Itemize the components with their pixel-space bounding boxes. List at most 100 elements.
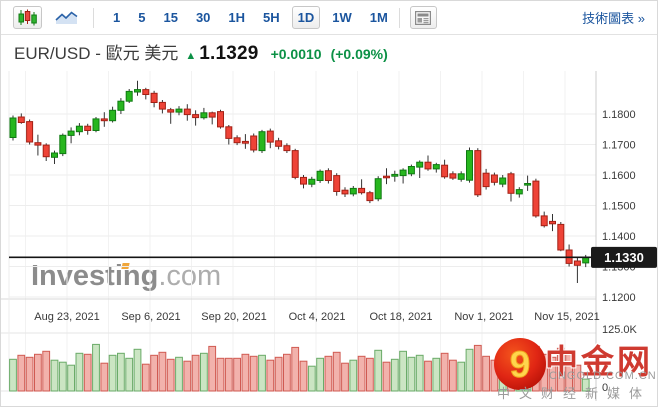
volume-bar	[158, 351, 167, 392]
candle-body	[92, 118, 100, 132]
technical-chart-link[interactable]: 技術圖表 »	[582, 11, 645, 26]
candle-body	[573, 260, 581, 266]
candle-body	[150, 92, 158, 103]
candle-body	[399, 169, 407, 177]
date-axis-label: Sep 20, 2021	[201, 311, 266, 323]
volume-bar	[424, 360, 432, 392]
candle-body	[84, 125, 92, 132]
volume-bar	[573, 364, 582, 392]
volume-bar	[399, 350, 408, 392]
volume-bars-layer	[9, 343, 590, 392]
candle-body	[333, 175, 341, 192]
volume-bar	[108, 354, 117, 392]
volume-bar	[540, 353, 549, 392]
volume-bar	[366, 357, 374, 392]
price-axis-label: 1.1600	[602, 170, 636, 182]
candle-body	[466, 150, 473, 181]
candle-body	[441, 164, 449, 178]
volume-bar	[532, 345, 540, 392]
date-axis-label: Sep 6, 2021	[121, 311, 180, 323]
candle-body	[283, 145, 291, 152]
candle-body	[59, 134, 67, 155]
price-chart-canvas[interactable]: 1.18001.17001.16001.15001.14001.13001.12…	[1, 63, 657, 407]
timeframe-30[interactable]: 30	[190, 6, 216, 29]
timeframe-1w[interactable]: 1W	[326, 6, 358, 29]
area-chart-button[interactable]	[51, 6, 82, 29]
date-axis-label: Nov 15, 2021	[534, 311, 599, 323]
volume-bar	[150, 354, 158, 392]
candle-body	[192, 114, 200, 119]
area-chart-icon	[55, 11, 78, 24]
volume-bar	[307, 365, 316, 392]
volume-bar	[407, 356, 416, 392]
volume-bar	[133, 348, 142, 392]
timeframe-5h[interactable]: 5H	[257, 6, 286, 29]
volume-bar	[9, 358, 17, 392]
candle-body	[507, 173, 515, 194]
candle-body	[134, 89, 141, 93]
price-axis-label: 1.1200	[602, 292, 636, 304]
volume-bar	[556, 347, 565, 392]
candle-body	[258, 131, 266, 152]
candle-body	[300, 176, 307, 185]
timeframe-5[interactable]: 5	[132, 6, 151, 29]
candle-body	[341, 189, 349, 195]
volume-bar	[515, 362, 524, 392]
timeframe-1m[interactable]: 1M	[364, 6, 394, 29]
candle-body	[142, 89, 150, 96]
timeframe-1[interactable]: 1	[107, 6, 126, 29]
candle-body	[225, 126, 233, 139]
volume-bar	[581, 378, 590, 392]
volume-bar	[291, 346, 300, 392]
candle-body	[557, 223, 565, 251]
candle-body	[324, 170, 332, 181]
volume-bar	[208, 345, 217, 392]
price-axis-label: 1.1400	[602, 231, 636, 243]
price-change: +0.0010	[270, 46, 322, 62]
volume-bar	[117, 352, 125, 392]
candle-body	[158, 101, 166, 110]
candle-body	[549, 220, 556, 225]
last-price: 1.1329	[199, 43, 259, 64]
candle-body	[358, 187, 366, 194]
volume-bar	[324, 355, 333, 392]
volume-bar	[565, 350, 574, 392]
candle-body	[42, 144, 50, 158]
volume-bar	[498, 357, 507, 392]
candle-body	[275, 140, 283, 147]
news-panel-button[interactable]	[409, 6, 437, 29]
candle-body	[291, 150, 299, 178]
volume-bar	[432, 357, 441, 392]
volume-bar	[390, 358, 399, 392]
volume-bar	[523, 360, 532, 392]
volume-bar	[457, 361, 466, 392]
up-arrow-icon: ▲	[185, 50, 197, 62]
candle-body	[67, 130, 75, 136]
volume-bar	[183, 360, 192, 392]
timeframe-1h[interactable]: 1H	[222, 6, 251, 29]
date-axis-label: Oct 18, 2021	[370, 311, 433, 323]
candle-body	[9, 117, 17, 138]
volume-bar	[465, 348, 474, 392]
volume-axis-label: 125.0K	[602, 324, 638, 336]
volume-bar	[92, 343, 100, 392]
timeframe-group: 1 5 15 30 1H 5H 1D 1W 1M	[104, 6, 397, 29]
candle-body	[200, 112, 208, 119]
candle-body	[308, 178, 316, 185]
volume-bar	[357, 355, 366, 392]
candlestick-chart-button[interactable]	[13, 6, 42, 29]
volume-bar	[50, 359, 59, 392]
candle-body	[217, 111, 224, 128]
candle-body	[117, 100, 125, 111]
volume-bar	[241, 353, 250, 392]
candle-body	[482, 172, 490, 188]
timeframe-15[interactable]: 15	[157, 6, 183, 29]
volume-bar	[299, 360, 308, 392]
candle-body	[233, 137, 241, 144]
candle-body	[424, 161, 432, 170]
candle-body	[316, 170, 324, 182]
candle-body	[416, 161, 424, 168]
timeframe-1d[interactable]: 1D	[291, 6, 321, 29]
candle-body	[75, 125, 83, 133]
